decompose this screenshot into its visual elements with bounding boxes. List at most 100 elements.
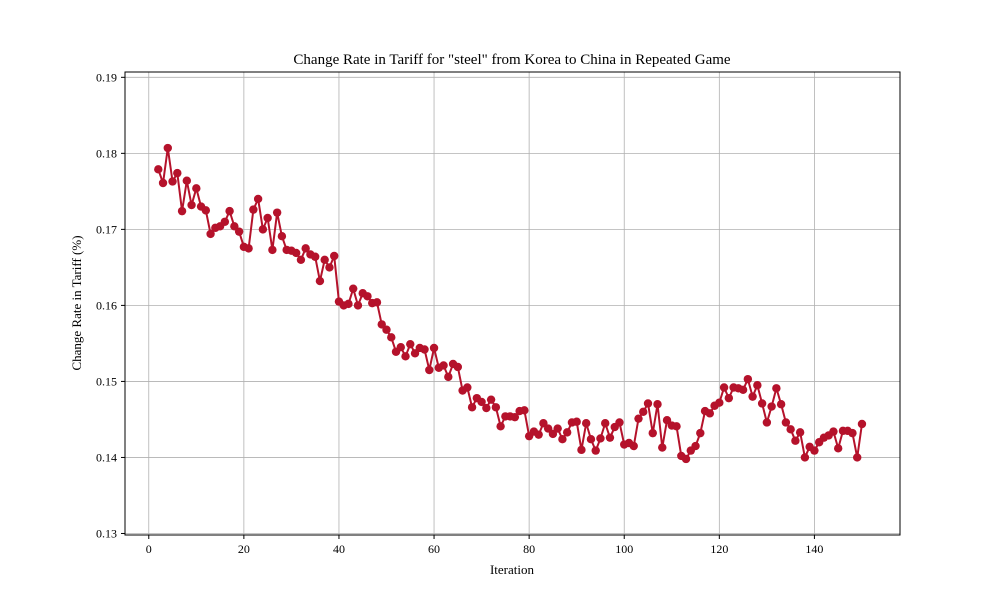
data-point [706,409,714,417]
data-point [758,399,766,407]
data-point [373,298,381,306]
x-tick-label: 60 [428,542,440,556]
data-point [316,277,324,285]
data-point [482,404,490,412]
y-tick-label: 0.17 [96,222,117,236]
data-point [468,403,476,411]
data-point [420,345,428,353]
data-point [249,205,257,213]
grid-lines [125,72,900,535]
y-tick-label: 0.13 [96,526,117,540]
data-point [263,214,271,222]
data-point [363,292,371,300]
data-point [292,249,300,257]
data-point [782,418,790,426]
data-point [463,383,471,391]
data-point [406,340,414,348]
data-point [834,444,842,452]
data-point [496,422,504,430]
data-point [672,422,680,430]
data-point [767,402,775,410]
y-tick-label: 0.15 [96,374,117,388]
data-point [572,418,580,426]
data-point [658,443,666,451]
data-point [192,184,200,192]
data-point [649,429,657,437]
x-tick-label: 140 [805,542,823,556]
data-point [397,343,405,351]
data-point [853,453,861,461]
data-point [691,442,699,450]
y-axis-label: Change Rate in Tariff (%) [69,235,84,370]
data-point [801,453,809,461]
data-point [653,400,661,408]
data-point [344,300,352,308]
x-tick-label: 80 [523,542,535,556]
data-point [439,361,447,369]
x-tick-label: 0 [146,542,152,556]
data-point [492,403,500,411]
data-point [520,406,528,414]
data-point [168,177,176,185]
x-tick-label: 120 [710,542,728,556]
x-tick-label: 100 [615,542,633,556]
data-point [563,428,571,436]
data-point [739,386,747,394]
data-point [630,442,638,450]
data-point [325,263,333,271]
data-point [753,381,761,389]
data-point [297,256,305,264]
x-tick-label: 20 [238,542,250,556]
data-point [791,437,799,445]
data-point [772,384,780,392]
data-point [858,420,866,428]
data-series [154,144,866,463]
data-point [444,373,452,381]
chart-title: Change Rate in Tariff for "steel" from K… [293,52,731,68]
data-point [596,434,604,442]
data-point [430,344,438,352]
data-point [715,399,723,407]
y-tick-label: 0.19 [96,70,117,84]
data-point [639,408,647,416]
data-point [349,284,357,292]
data-point [225,207,233,215]
data-point [487,395,495,403]
data-point [748,392,756,400]
data-point [382,326,390,334]
data-point [553,424,561,432]
data-point [254,195,262,203]
data-point [696,429,704,437]
data-point [829,427,837,435]
data-point [159,179,167,187]
data-point [387,333,395,341]
data-point [425,366,433,374]
data-point [311,253,319,261]
data-point [606,433,614,441]
data-point [221,218,229,226]
data-point [183,177,191,185]
data-point [796,428,804,436]
data-point [786,425,794,433]
data-point [278,232,286,240]
data-point [592,446,600,454]
y-tick-label: 0.16 [96,298,117,312]
data-point [763,418,771,426]
plot-area-frame [125,72,900,535]
data-point [454,363,462,371]
data-point [178,207,186,215]
data-point [401,352,409,360]
x-axis-label: Iteration [490,562,535,577]
data-point [558,435,566,443]
data-point [273,208,281,216]
data-point [202,206,210,214]
data-point [534,430,542,438]
data-point [259,225,267,233]
x-tick-label: 40 [333,542,345,556]
data-point [173,169,181,177]
data-point [810,446,818,454]
data-point [848,429,856,437]
data-point [615,418,623,426]
data-point [682,455,690,463]
data-point [601,419,609,427]
